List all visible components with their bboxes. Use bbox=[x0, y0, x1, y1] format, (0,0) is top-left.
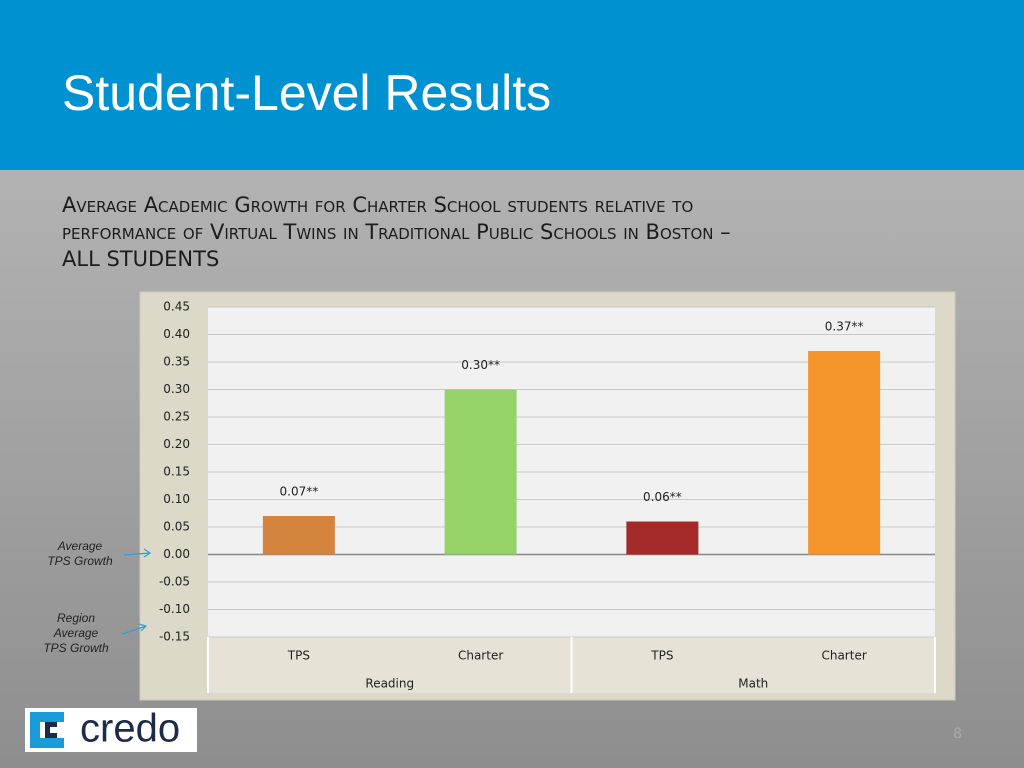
y-tick-label: 0.45 bbox=[163, 300, 190, 314]
annotation: TPS Growth bbox=[43, 641, 109, 655]
y-tick-label: 0.35 bbox=[163, 355, 190, 369]
subtitle-line: performance of Virtual Twins in Traditio… bbox=[62, 220, 731, 244]
bar bbox=[262, 516, 335, 555]
y-tick-label: 0.25 bbox=[163, 410, 190, 424]
x-tick-label: TPS bbox=[650, 649, 673, 663]
x-tick-label: TPS bbox=[287, 649, 310, 663]
data-label: 0.07** bbox=[280, 485, 319, 499]
page-number: 8 bbox=[953, 726, 962, 742]
y-tick-label: -0.15 bbox=[159, 630, 190, 644]
slide-title: Student-Level Results bbox=[62, 65, 551, 121]
y-tick-label: 0.10 bbox=[163, 492, 190, 506]
data-label: 0.06** bbox=[643, 490, 682, 504]
y-tick-label: 0.05 bbox=[163, 520, 190, 534]
y-tick-label: 0.30 bbox=[163, 382, 190, 396]
header-bar bbox=[0, 0, 1024, 170]
y-tick-label: 0.00 bbox=[163, 547, 190, 561]
x-tick-label: Charter bbox=[821, 649, 866, 663]
subtitle-line: Average Academic Growth for Charter Scho… bbox=[62, 193, 693, 217]
data-label: 0.30** bbox=[461, 358, 500, 372]
annotation: Region bbox=[57, 611, 95, 625]
logo-icon bbox=[45, 722, 57, 738]
y-tick-label: 0.15 bbox=[163, 465, 190, 479]
data-label: 0.37** bbox=[825, 320, 864, 334]
bar bbox=[808, 351, 881, 555]
y-tick-label: -0.10 bbox=[159, 602, 190, 616]
bar bbox=[444, 389, 517, 555]
annotation: TPS Growth bbox=[47, 554, 113, 568]
bar bbox=[626, 521, 699, 555]
logo-icon bbox=[30, 712, 64, 748]
y-tick-label: 0.40 bbox=[163, 327, 190, 341]
annotation-arrow bbox=[121, 623, 148, 635]
annotation: Average bbox=[57, 539, 103, 553]
subtitle-line: ALL STUDENTS bbox=[62, 247, 219, 271]
annotation-arrow bbox=[123, 548, 152, 558]
x-tick-label: Charter bbox=[458, 649, 503, 663]
y-tick-label: 0.20 bbox=[163, 437, 190, 451]
annotation: Average bbox=[53, 626, 99, 640]
group-label: Reading bbox=[365, 677, 414, 691]
group-label: Math bbox=[738, 677, 768, 691]
y-tick-label: -0.05 bbox=[159, 575, 190, 589]
logo-text: credo bbox=[80, 707, 180, 751]
